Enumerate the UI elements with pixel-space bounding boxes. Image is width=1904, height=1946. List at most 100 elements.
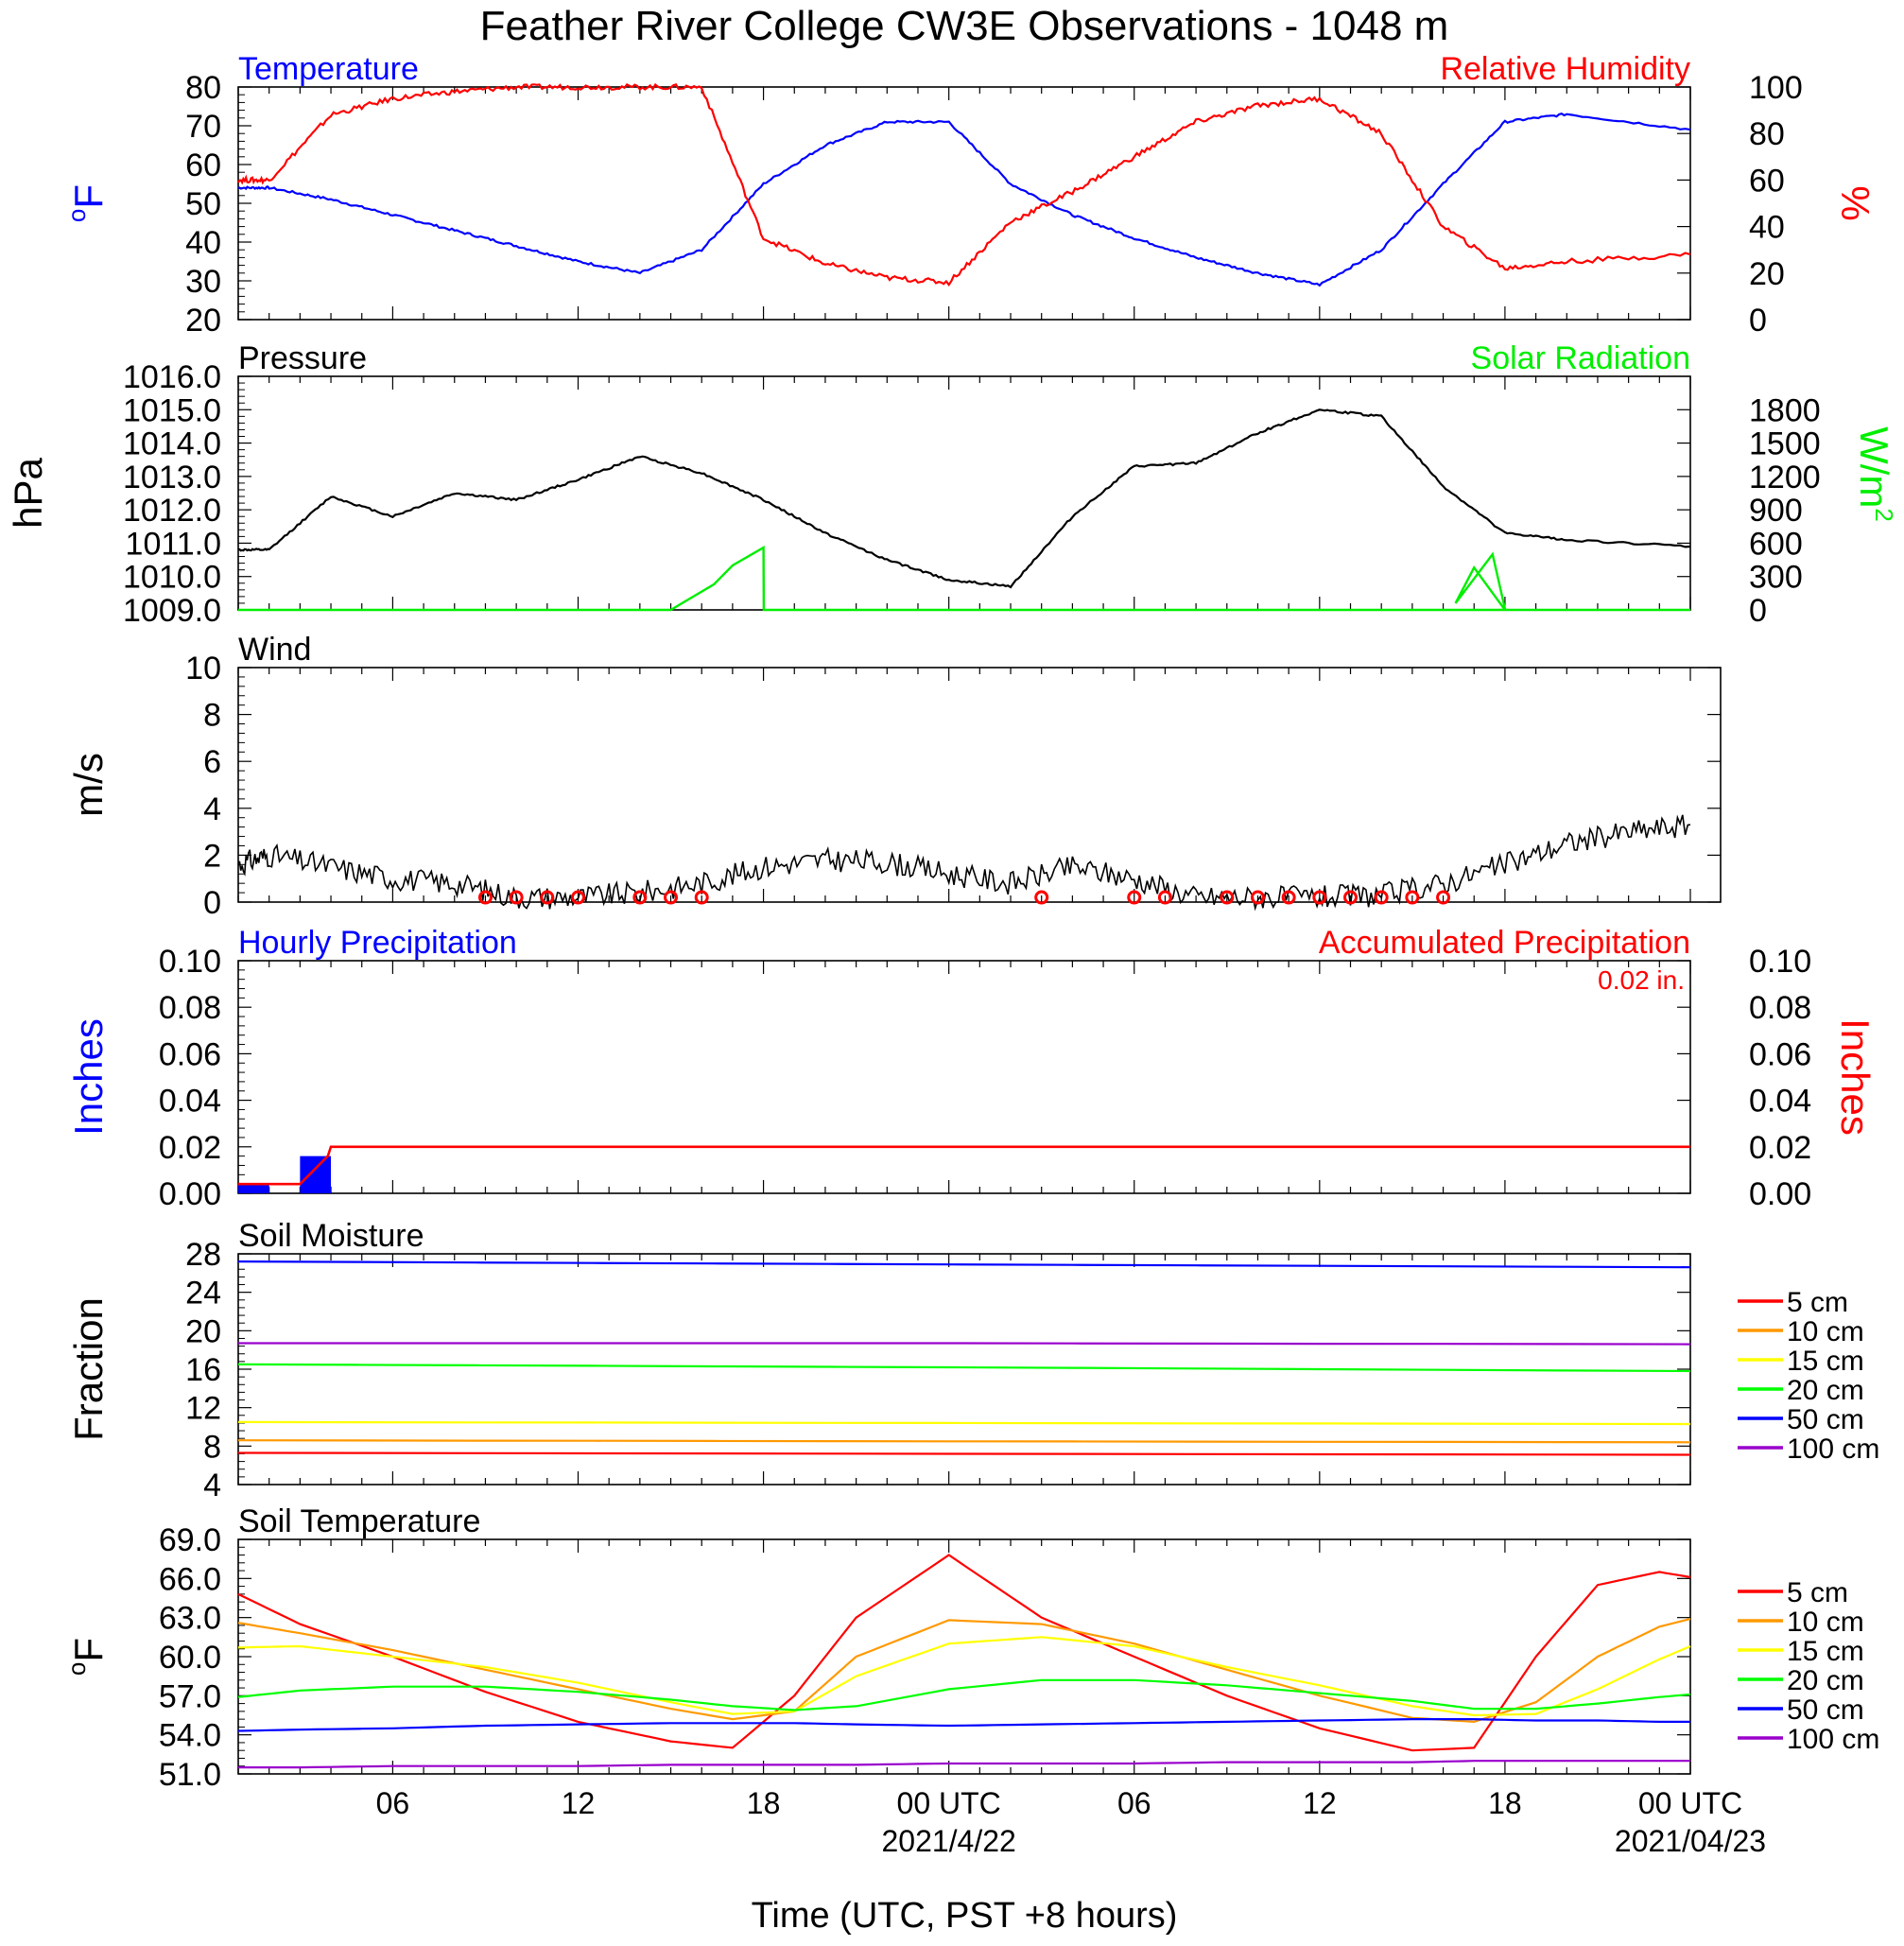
calm-wind-marker <box>1157 890 1172 905</box>
calm-wind-marker <box>1034 890 1049 905</box>
legend-entry: 100 cm <box>1787 1433 1879 1465</box>
x-tick-label: 06 <box>1117 1786 1151 1820</box>
panel-left-title: Temperature <box>238 51 419 87</box>
calm-wind-marker <box>1343 890 1359 905</box>
calm-wind-marker <box>1250 890 1265 905</box>
series-line <box>237 1678 1691 1711</box>
y2-tick-label: 1500 <box>1749 426 1821 462</box>
y-axis-label: Fraction <box>66 1297 111 1441</box>
x-tick-label: 06 <box>376 1786 410 1820</box>
legend-entry: 5 cm <box>1787 1287 1848 1318</box>
hourly-precip-bar <box>300 1155 332 1193</box>
legend-entry: 20 cm <box>1787 1375 1864 1406</box>
y-tick-label: 0.02 <box>159 1130 221 1166</box>
calm-wind-marker <box>1374 890 1389 905</box>
y2-tick-label: 0.08 <box>1749 990 1811 1026</box>
series-line <box>237 408 1691 589</box>
panel-left-title: Soil Temperature <box>238 1503 480 1539</box>
legend-entry: 50 cm <box>1787 1404 1864 1435</box>
series-line <box>237 814 1691 912</box>
calm-wind-marker <box>1436 890 1451 905</box>
y-tick-label: 40 <box>185 225 221 261</box>
calm-wind-marker <box>1127 890 1142 905</box>
y-tick-label: 66.0 <box>159 1561 221 1597</box>
hourly-precip-bar <box>238 1184 269 1193</box>
x-tick-label: 12 <box>1303 1786 1337 1820</box>
y-tick-label: 1014.0 <box>123 426 221 462</box>
x-tick-label: 12 <box>562 1786 596 1820</box>
y-tick-label: 60 <box>185 148 221 183</box>
y2-tick-label: 60 <box>1749 163 1785 199</box>
panel-right-title: Accumulated Precipitation <box>1319 925 1690 961</box>
y-tick-label: 20 <box>185 303 221 339</box>
series-line <box>237 1636 1691 1717</box>
y-tick-label: 70 <box>185 109 221 145</box>
y-tick-label: 4 <box>203 791 221 827</box>
series-line <box>237 1420 1691 1426</box>
y-tick-label: 20 <box>185 1313 221 1349</box>
x-tick-label: 18 <box>747 1786 781 1820</box>
y-tick-label: 24 <box>185 1276 221 1312</box>
plot-frame <box>237 86 1691 321</box>
series-line <box>237 1439 1691 1444</box>
y2-tick-label: 0.04 <box>1749 1084 1811 1120</box>
y2-axis-label: % <box>1833 185 1878 220</box>
y2-tick-label: 40 <box>1749 210 1785 246</box>
plot-frame <box>237 960 1691 1194</box>
y2-tick-label: 600 <box>1749 526 1803 562</box>
series-line <box>237 1617 1691 1724</box>
legend-entry: 5 cm <box>1787 1577 1848 1608</box>
y2-axis-label: W/m2 <box>1852 426 1898 522</box>
x-date-label: 2021/04/23 <box>1615 1824 1766 1858</box>
panel-wind: 10 8 6 4 2 0 Wind m/s <box>66 632 1722 921</box>
y2-tick-label: 0.06 <box>1749 1036 1811 1072</box>
y-tick-label: 60.0 <box>159 1640 221 1676</box>
y-tick-label: 10 <box>185 651 221 686</box>
series-line <box>238 1760 1690 1769</box>
figure-title: Feather River College CW3E Observations … <box>480 3 1449 49</box>
calm-wind-marker <box>509 890 524 905</box>
series-line <box>237 1260 1691 1269</box>
y-tick-label: 0.06 <box>159 1036 221 1072</box>
y2-tick-label: 0.02 <box>1749 1130 1811 1166</box>
y-tick-label: 28 <box>185 1237 221 1273</box>
y-tick-label: 4 <box>203 1468 221 1503</box>
y-tick-label: 1009.0 <box>123 593 221 629</box>
y-tick-label: 54.0 <box>159 1718 221 1754</box>
y2-tick-label: 900 <box>1749 493 1803 529</box>
y-tick-label: 0.04 <box>159 1084 221 1120</box>
legend-entry: 15 cm <box>1787 1636 1864 1667</box>
panel-left-title: Pressure <box>238 340 367 376</box>
legend-entry: 10 cm <box>1787 1607 1864 1638</box>
series-line <box>238 546 1690 612</box>
y2-axis-label: Inches <box>1833 1018 1878 1136</box>
y-tick-label: 8 <box>203 698 221 734</box>
x-tick-label: 00 UTC <box>1638 1786 1742 1820</box>
y-tick-label: 1016.0 <box>123 359 221 395</box>
panel-precipitation: 0.10 0.08 0.06 0.04 0.02 0.00 0.10 0.08 0.06 0.04… <box>66 925 1878 1212</box>
y2-tick-label: 0.10 <box>1749 944 1811 980</box>
y-tick-label: 50 <box>185 186 221 222</box>
y-tick-label: 1013.0 <box>123 460 221 495</box>
x-tick-label: 00 UTC <box>897 1786 1001 1820</box>
calm-wind-marker <box>694 890 709 905</box>
y-tick-label: 6 <box>203 744 221 780</box>
y-axis-label: oF <box>62 1638 111 1676</box>
y2-tick-label: 100 <box>1749 70 1803 106</box>
series-line <box>237 1554 1691 1752</box>
y2-tick-label: 1800 <box>1749 392 1821 428</box>
y-axis-label: oF <box>62 184 111 222</box>
calm-wind-marker <box>1312 890 1327 905</box>
y-tick-label: 30 <box>185 264 221 300</box>
series-line <box>237 1718 1690 1732</box>
y2-tick-label: 0.00 <box>1749 1176 1811 1212</box>
calm-wind-marker <box>540 890 555 905</box>
y-tick-label: 2 <box>203 838 221 874</box>
y-tick-label: 12 <box>185 1391 221 1427</box>
calm-wind-marker <box>477 890 493 905</box>
calm-wind-marker <box>1220 890 1235 905</box>
y-tick-label: 0.00 <box>159 1176 221 1212</box>
panel-pressure-solar: 1016.01015.01014.01013.01012.01011.01010… <box>6 340 1898 629</box>
